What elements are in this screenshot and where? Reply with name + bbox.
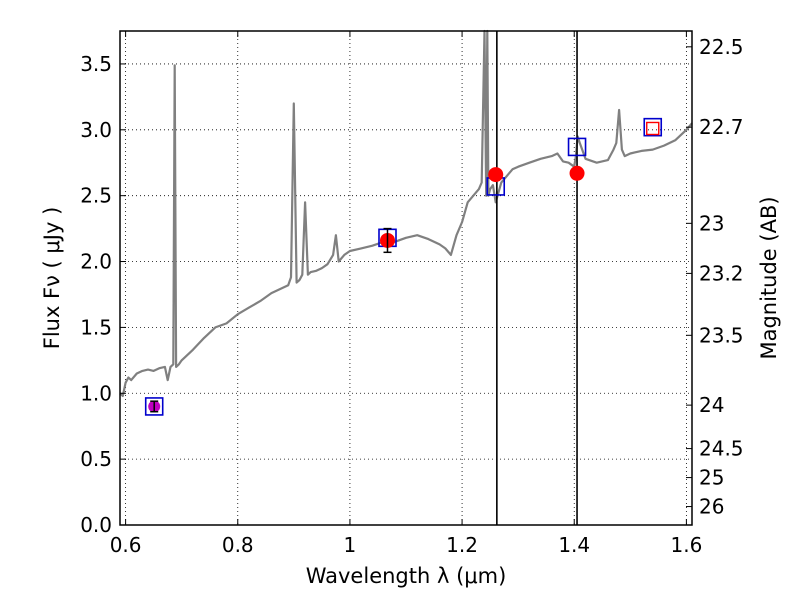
y2-tick-label: 23.2 [699,261,744,285]
model-photometry-box [643,117,663,137]
y2-tick-label: 24.5 [699,437,744,461]
y2-tick-label: 23.5 [699,323,744,347]
y-tick-label: 3.5 [80,52,112,76]
y-tick-label: 0.0 [80,513,112,537]
model-spectrum-line [119,29,693,397]
y-tick-label: 3.0 [80,118,112,142]
y2-tick-label: 22.7 [699,115,744,139]
observed-point [569,165,585,181]
y2-tick-label: 26 [699,495,724,519]
y2-tick-label: 24 [699,393,724,417]
x-tick-label: 0.8 [222,533,254,557]
y2-tick-label: 25 [699,466,724,490]
upper-limit-box [646,121,660,136]
model-photometry-box [567,137,587,157]
grid [120,31,692,526]
x-tick-label: 1.2 [446,533,478,557]
x-axis-label: Wavelength λ (μm) [306,564,507,588]
y-tick-label: 0.5 [80,447,112,471]
y-tick-label: 1.0 [80,381,112,405]
y-tick-label: 2.5 [80,184,112,208]
y2-tick-label: 22.5 [699,35,744,59]
observed-point [488,167,504,183]
y-tick-label: 2.0 [80,250,112,274]
y2-tick-label: 23 [699,211,724,235]
x-tick-label: 0.6 [110,533,142,557]
x-tick-label: 1.6 [670,533,702,557]
model-photometry-box [144,397,164,416]
plot-frame [119,30,693,526]
right-axis-label: Magnitude (AB) [757,196,781,359]
y-axis-label: Flux Fν ( μJy ) [40,207,64,350]
series-layer [119,29,693,525]
y-tick-label: 1.5 [80,315,112,339]
x-tick-label: 1 [344,533,357,557]
marker-layer [144,117,663,416]
x-tick-label: 1.4 [558,533,590,557]
tick-layer: 0.6 0.8 1 1.2 1.4 1.6 0.0 0.5 1.0 1.5 2.0 2.5 3.0 3.5… [80,31,744,557]
